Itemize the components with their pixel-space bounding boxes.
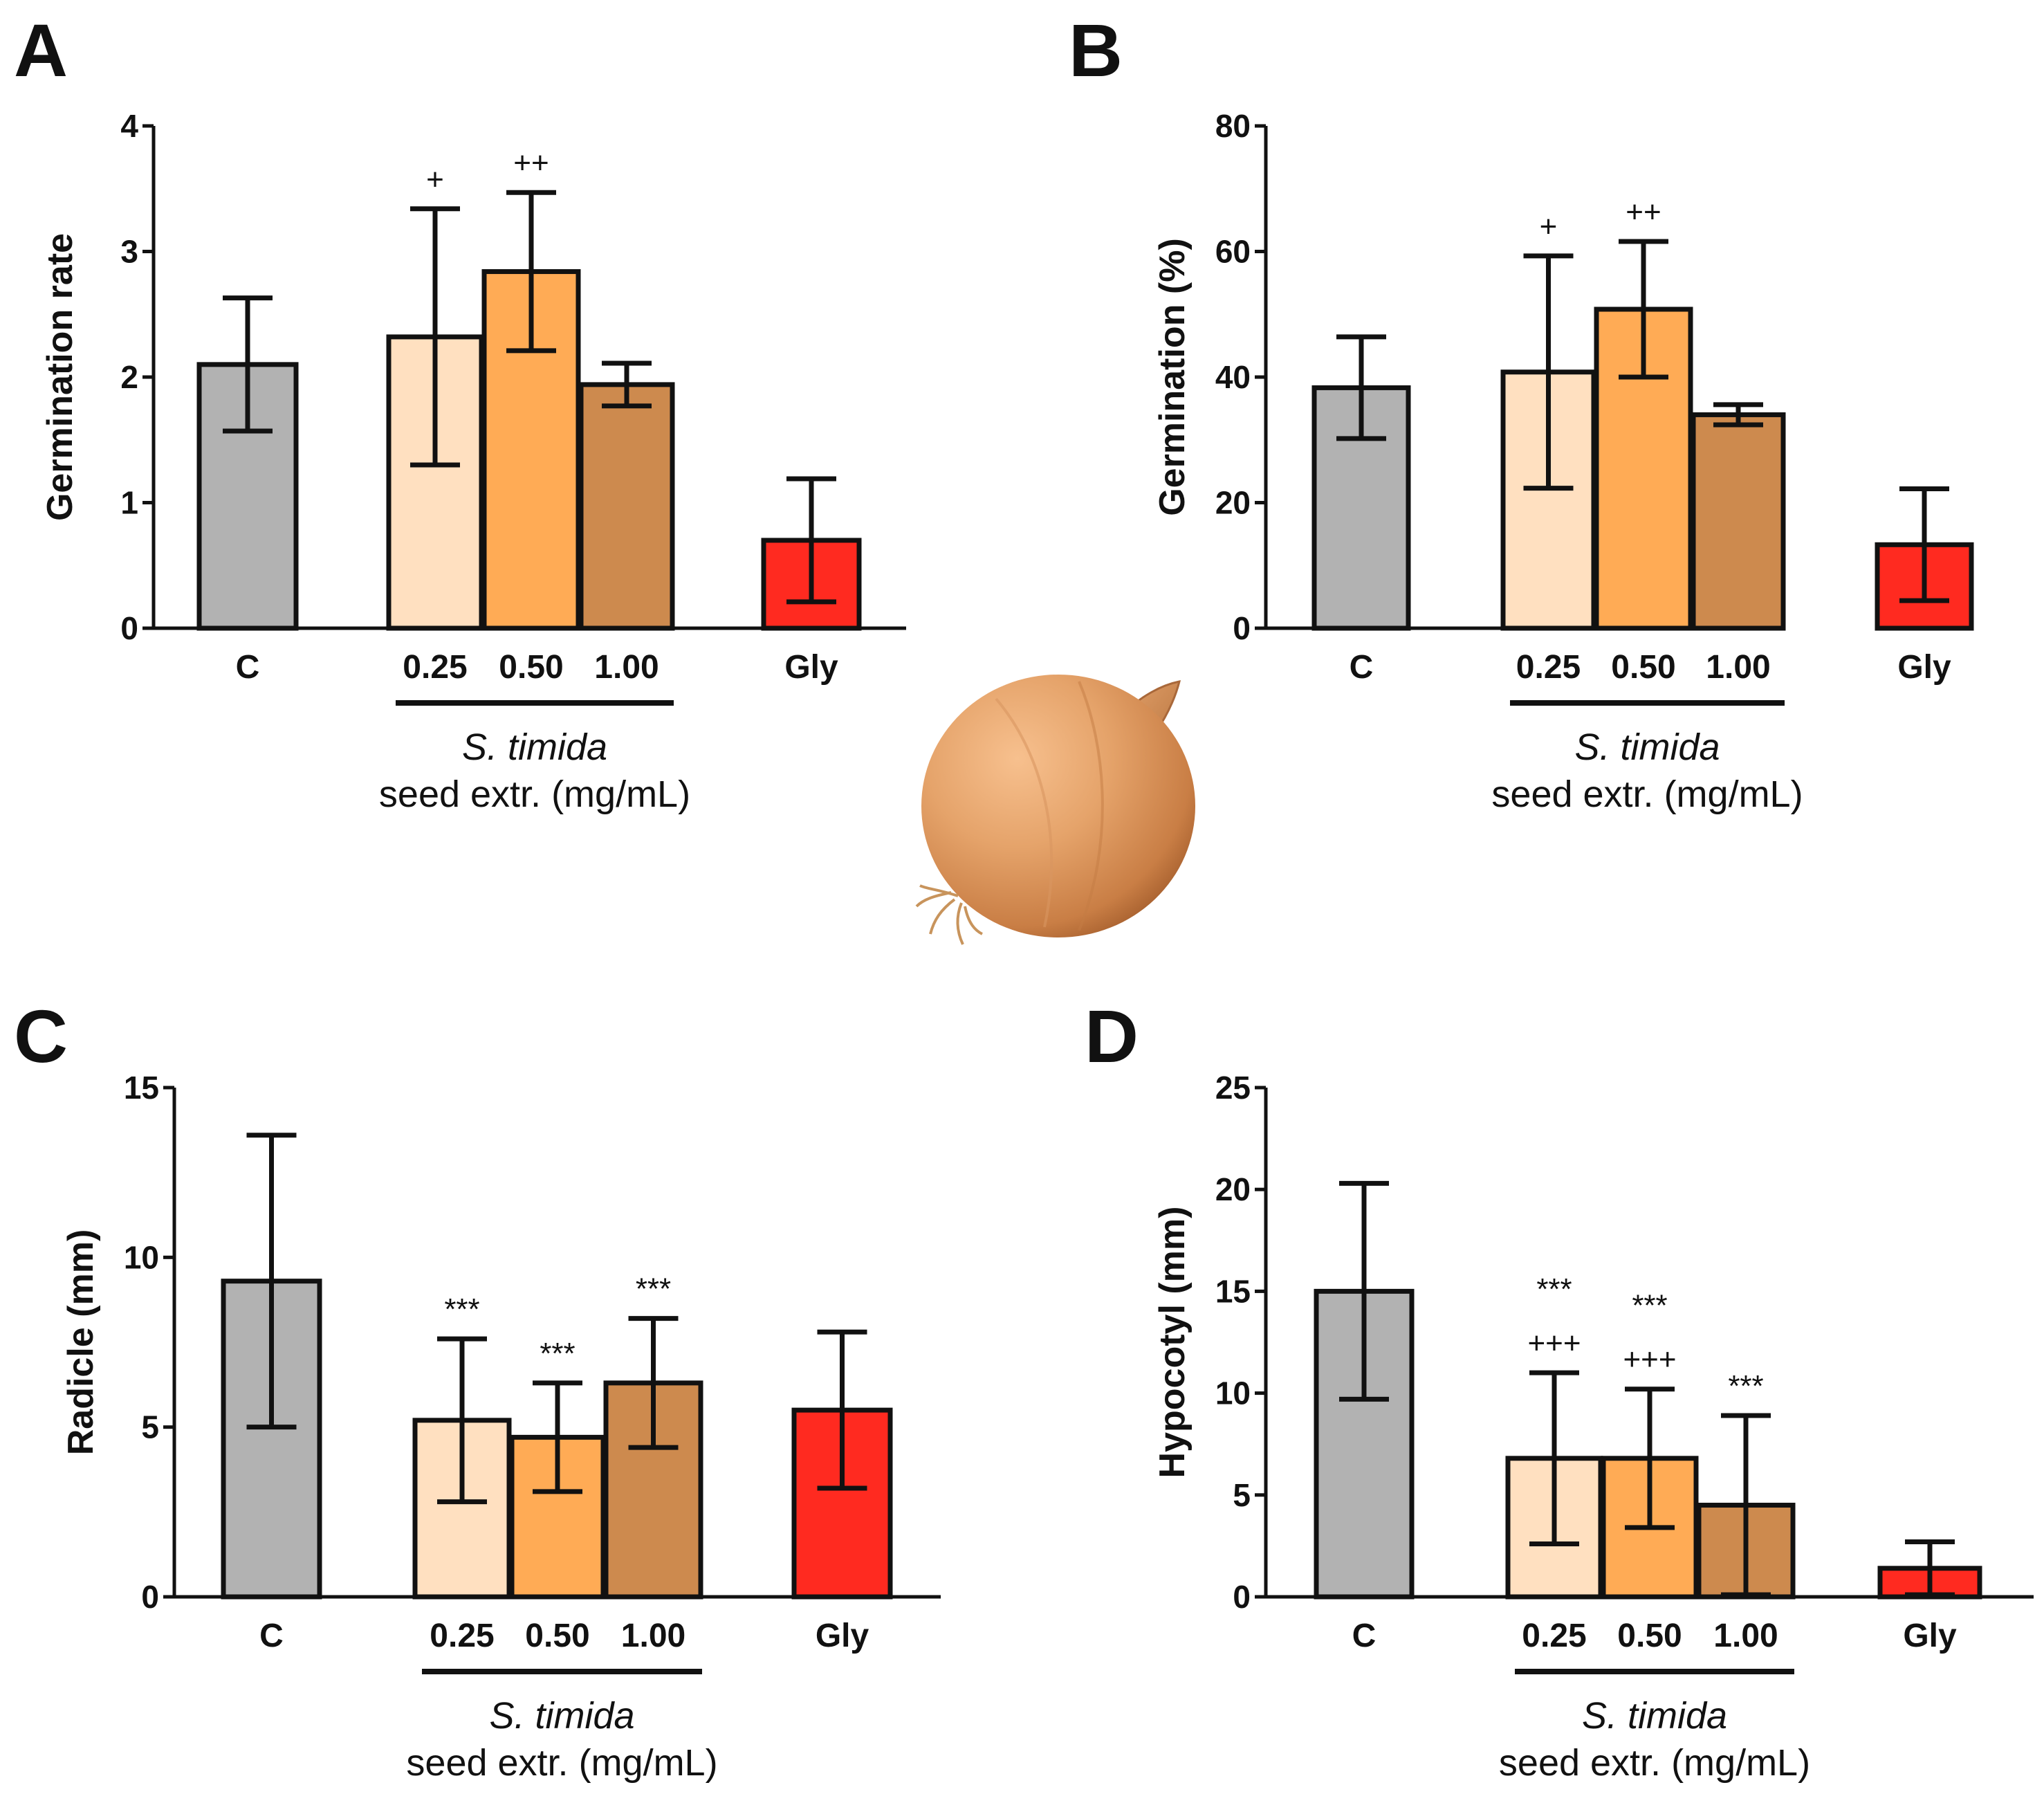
y-tick-label: 20 xyxy=(1215,1171,1251,1207)
y-tick-label: 0 xyxy=(120,610,138,646)
x-tick-label: 0.25 xyxy=(403,649,467,686)
significance-mark: *** xyxy=(636,1272,671,1306)
bar xyxy=(1691,412,1786,631)
y-tick-label: 3 xyxy=(120,234,138,270)
significance-mark: *** xyxy=(1728,1369,1763,1403)
y-tick-label: 40 xyxy=(1215,359,1251,395)
x-tick-label: 0.25 xyxy=(430,1618,494,1654)
bar xyxy=(578,382,675,631)
x-tick-label: 0.25 xyxy=(1516,649,1581,686)
panel-letter: C xyxy=(14,994,68,1078)
y-tick-label: 10 xyxy=(124,1239,159,1275)
y-axis-label: Germination (%) xyxy=(1152,238,1193,516)
group-label-units: seed extr. (mg/mL) xyxy=(406,1742,717,1784)
significance-mark: *** xyxy=(1632,1289,1667,1323)
y-tick-label: 15 xyxy=(1215,1273,1251,1309)
y-tick-label: 0 xyxy=(1233,610,1251,646)
significance-mark: + xyxy=(1540,210,1558,244)
significance-mark: + xyxy=(426,163,444,196)
group-label-units: seed extr. (mg/mL) xyxy=(1499,1742,1810,1784)
significance-mark: +++ xyxy=(1527,1326,1581,1360)
x-tick-label: C xyxy=(236,649,260,686)
significance-mark: *** xyxy=(444,1292,479,1326)
onion-illustration xyxy=(915,675,1195,945)
y-tick-label: 0 xyxy=(141,1579,159,1615)
group-label-species: S. timida xyxy=(1574,726,1720,768)
y-axis-label: Hypocotyl (mm) xyxy=(1152,1207,1193,1479)
x-tick-label: 0.50 xyxy=(525,1618,589,1654)
panel-letter: A xyxy=(14,8,68,92)
x-tick-label: C xyxy=(1352,1618,1377,1654)
x-tick-label: 0.50 xyxy=(1611,649,1675,686)
x-tick-label: Gly xyxy=(1897,649,1951,686)
x-tick-label: 0.25 xyxy=(1522,1618,1586,1654)
chart-panel-d: D 0 5 10 15 20 25 Hypocotyl (mm) C 0.25 +++ *** 0.50… xyxy=(1085,994,2034,1784)
x-tick-label: 1.00 xyxy=(594,649,659,686)
group-label-units: seed extr. (mg/mL) xyxy=(1491,774,1803,815)
group-label-units: seed extr. (mg/mL) xyxy=(379,774,690,815)
x-tick-label: C xyxy=(1350,649,1374,686)
chart-panel-c: C 0 5 10 15 Radicle (mm) C 0.25 *** 0.50 *** 1.00 **… xyxy=(14,994,941,1784)
x-tick-label: 0.50 xyxy=(1617,1618,1682,1654)
y-tick-label: 60 xyxy=(1215,234,1251,270)
onion-roots xyxy=(915,884,983,945)
chart-panel-b: B 0 20 40 60 80 Germination (%) C 0.25 +0.50 ++ 1.0… xyxy=(1069,8,1974,815)
y-tick-label: 4 xyxy=(120,108,138,144)
group-label-species: S. timida xyxy=(1582,1695,1727,1737)
x-tick-label: 0.50 xyxy=(499,649,563,686)
bar xyxy=(196,362,299,631)
panel-letter: B xyxy=(1069,8,1123,92)
significance-mark: +++ xyxy=(1623,1343,1676,1377)
y-axis-label: Germination rate xyxy=(40,233,80,521)
x-tick-label: 1.00 xyxy=(621,1618,685,1654)
x-tick-label: Gly xyxy=(816,1618,869,1654)
significance-mark: *** xyxy=(540,1337,575,1371)
significance-mark: ++ xyxy=(1626,195,1661,229)
y-tick-label: 80 xyxy=(1215,108,1251,144)
group-label-species: S. timida xyxy=(489,1695,634,1737)
y-tick-label: 2 xyxy=(120,359,138,395)
bar xyxy=(481,269,581,631)
y-axis-label: Radicle (mm) xyxy=(61,1229,101,1456)
y-tick-label: 25 xyxy=(1215,1070,1251,1106)
y-tick-label: 1 xyxy=(120,485,138,521)
panel-letter: D xyxy=(1085,994,1139,1078)
x-tick-label: 1.00 xyxy=(1713,1618,1778,1654)
group-label-species: S. timida xyxy=(462,726,607,768)
chart-panel-a: A 0 1 2 3 4 Germination rate C 0.25 +0.50 ++ 1.00 Gl… xyxy=(14,8,906,815)
x-tick-label: Gly xyxy=(1903,1618,1957,1654)
x-tick-label: C xyxy=(259,1618,284,1654)
y-tick-label: 5 xyxy=(141,1409,159,1445)
y-tick-label: 5 xyxy=(1233,1477,1251,1513)
y-tick-label: 15 xyxy=(124,1070,159,1106)
significance-mark: *** xyxy=(1536,1272,1572,1306)
y-tick-label: 10 xyxy=(1215,1375,1251,1411)
panels: A 0 1 2 3 4 Germination rate C 0.25 +0.50 ++ 1.00 Gl… xyxy=(14,8,2034,1784)
y-tick-label: 20 xyxy=(1215,485,1251,521)
y-tick-label: 0 xyxy=(1233,1579,1251,1615)
x-tick-label: Gly xyxy=(784,649,838,686)
significance-mark: ++ xyxy=(513,146,549,180)
x-tick-label: 1.00 xyxy=(1706,649,1770,686)
